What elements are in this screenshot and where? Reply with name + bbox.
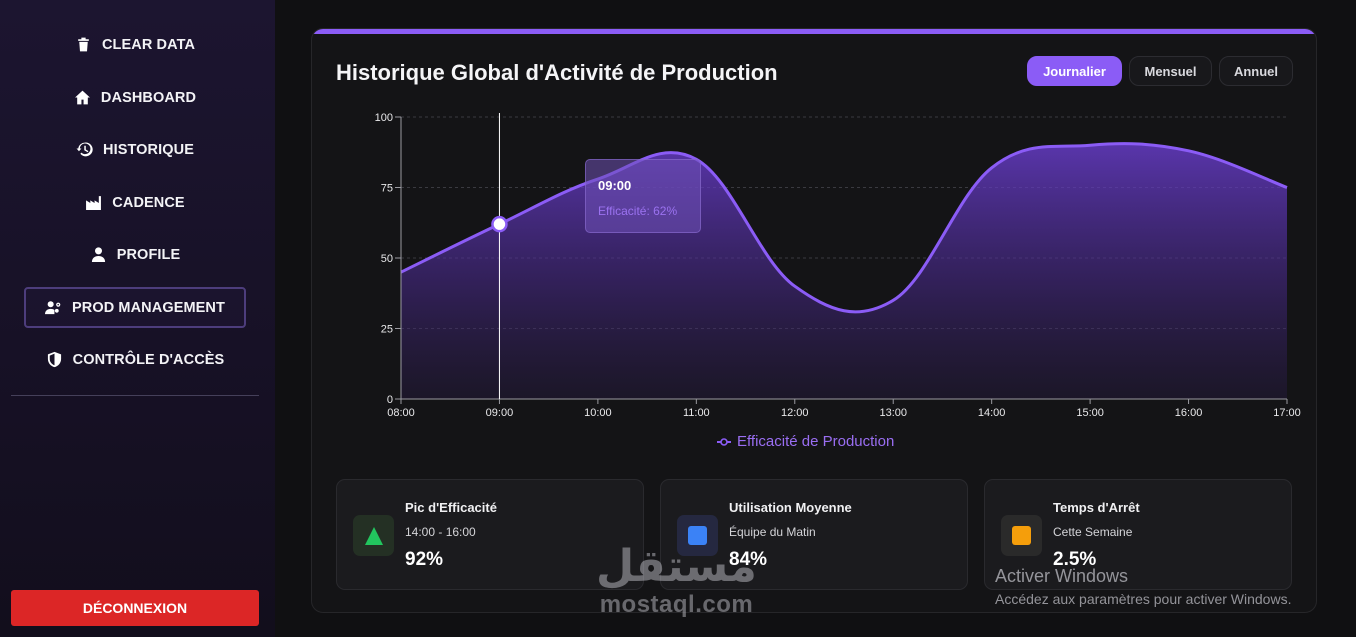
stat-subtitle: 14:00 - 16:00 bbox=[405, 525, 476, 539]
x-tick-label: 12:00 bbox=[781, 407, 809, 419]
mostaql-watermark: مستقل mostaql.com bbox=[596, 543, 757, 619]
sidebar-item-historique[interactable]: HISTORIQUE bbox=[24, 129, 246, 170]
user-gear-icon bbox=[45, 301, 61, 315]
efficiency-area-chart[interactable]: 0 25 50 75 100 08:00 09:00 10:00 11:00 12:00 13:00… bbox=[312, 29, 1317, 469]
sidebar-item-prod-management[interactable]: PROD MANAGEMENT bbox=[24, 287, 246, 328]
windows-activation-title: Activer Windows bbox=[995, 566, 1129, 586]
stat-subtitle: Cette Semaine bbox=[1053, 525, 1133, 539]
series-area bbox=[401, 143, 1287, 399]
y-tick-label: 100 bbox=[375, 112, 393, 124]
x-tick-label: 15:00 bbox=[1076, 407, 1104, 419]
sidebar-item-label: HISTORIQUE bbox=[103, 141, 194, 158]
series-line bbox=[400, 142, 1288, 314]
hover-data-point[interactable] bbox=[491, 215, 508, 233]
page-title: Historique Global d'Activité de Producti… bbox=[336, 60, 778, 85]
stat-title: Pic d'Efficacité bbox=[405, 500, 497, 515]
stat-card-utilisation-moyenne: Utilisation Moyenne Équipe du Matin 84% bbox=[660, 479, 968, 590]
period-button-journalier[interactable]: Journalier bbox=[1027, 56, 1122, 86]
stat-title: Temps d'Arrêt bbox=[1053, 500, 1140, 515]
legend-line-marker-icon bbox=[717, 437, 731, 446]
triangle-up-icon bbox=[364, 526, 383, 545]
sidebar-item-profile[interactable]: PROFILE bbox=[24, 234, 246, 275]
factory-icon bbox=[86, 196, 102, 210]
x-tick-label: 16:00 bbox=[1175, 407, 1203, 419]
stat-card-temps-arret: Temps d'Arrêt Cette Semaine 2.5% bbox=[984, 479, 1292, 590]
stat-card-pic-efficacite: Pic d'Efficacité 14:00 - 16:00 92% bbox=[336, 479, 644, 590]
stat-value: 92% bbox=[405, 549, 444, 570]
sidebar-item-label: PROFILE bbox=[116, 246, 181, 263]
x-tick-label: 09:00 bbox=[486, 407, 514, 419]
sidebar-item-dashboard[interactable]: DASHBOARD bbox=[24, 77, 246, 118]
home-icon bbox=[74, 90, 90, 105]
sidebar-item-label: CADENCE bbox=[112, 194, 185, 211]
sidebar-item-label: PROD MANAGEMENT bbox=[72, 299, 225, 316]
stat-title: Utilisation Moyenne bbox=[729, 500, 852, 515]
chart-legend[interactable]: Efficacité de Production bbox=[717, 433, 894, 450]
windows-activation-text: Accédez aux paramètres pour activer Wind… bbox=[995, 591, 1292, 607]
y-tick-label: 0 bbox=[387, 394, 393, 406]
y-tick-label: 25 bbox=[381, 324, 393, 336]
stat-subtitle: Équipe du Matin bbox=[729, 525, 816, 539]
x-tick-label: 08:00 bbox=[387, 407, 415, 419]
sidebar-item-controle-acces[interactable]: CONTRÔLE D'ACCÈS bbox=[24, 339, 246, 380]
x-tick-label: 17:00 bbox=[1273, 407, 1301, 419]
x-tick-label: 13:00 bbox=[879, 407, 907, 419]
user-icon bbox=[91, 247, 105, 262]
shield-icon bbox=[47, 351, 61, 368]
logout-button[interactable]: DÉCONNEXION bbox=[11, 590, 259, 626]
period-button-mensuel[interactable]: Mensuel bbox=[1129, 56, 1212, 86]
x-tick-label: 10:00 bbox=[584, 407, 612, 419]
stat-value: 84% bbox=[729, 549, 768, 570]
sidebar-divider bbox=[11, 395, 259, 396]
tooltip-time: 09:00 bbox=[598, 178, 632, 193]
watermark-logo-latin: mostaql.com bbox=[599, 591, 754, 618]
period-button-annuel[interactable]: Annuel bbox=[1219, 56, 1293, 86]
tooltip-value: Efficacité: 62% bbox=[598, 204, 678, 218]
stat-icon-box bbox=[1001, 515, 1042, 556]
activity-card: Historique Global d'Activité de Producti… bbox=[311, 28, 1317, 613]
x-tick-label: 11:00 bbox=[683, 407, 710, 419]
sidebar-item-label: DASHBOARD bbox=[100, 89, 197, 106]
y-tick-label: 75 bbox=[381, 183, 393, 195]
sidebar: CLEAR DATA DASHBOARD HISTORIQUE CADENCE … bbox=[0, 0, 275, 637]
stat-icon-box bbox=[677, 515, 718, 556]
square-icon bbox=[688, 526, 707, 545]
sidebar-item-cadence[interactable]: CADENCE bbox=[24, 182, 246, 223]
sidebar-item-label: CONTRÔLE D'ACCÈS bbox=[72, 351, 225, 368]
square-icon bbox=[1012, 526, 1031, 545]
legend-label: Efficacité de Production bbox=[737, 433, 895, 450]
history-icon bbox=[76, 142, 93, 157]
card-accent-bar bbox=[312, 29, 1316, 34]
sidebar-item-clear-data[interactable]: CLEAR DATA bbox=[24, 24, 246, 65]
y-tick-label: 50 bbox=[381, 253, 393, 265]
x-tick-label: 14:00 bbox=[978, 407, 1006, 419]
trash-icon bbox=[78, 37, 89, 52]
sidebar-item-label: CLEAR DATA bbox=[101, 36, 196, 53]
watermark-logo-arabic: مستقل bbox=[596, 542, 757, 591]
chart-tooltip: 09:00 Efficacité: 62% bbox=[585, 159, 701, 233]
stat-icon-box bbox=[353, 515, 394, 556]
stat-value: 2.5% bbox=[1053, 549, 1097, 570]
